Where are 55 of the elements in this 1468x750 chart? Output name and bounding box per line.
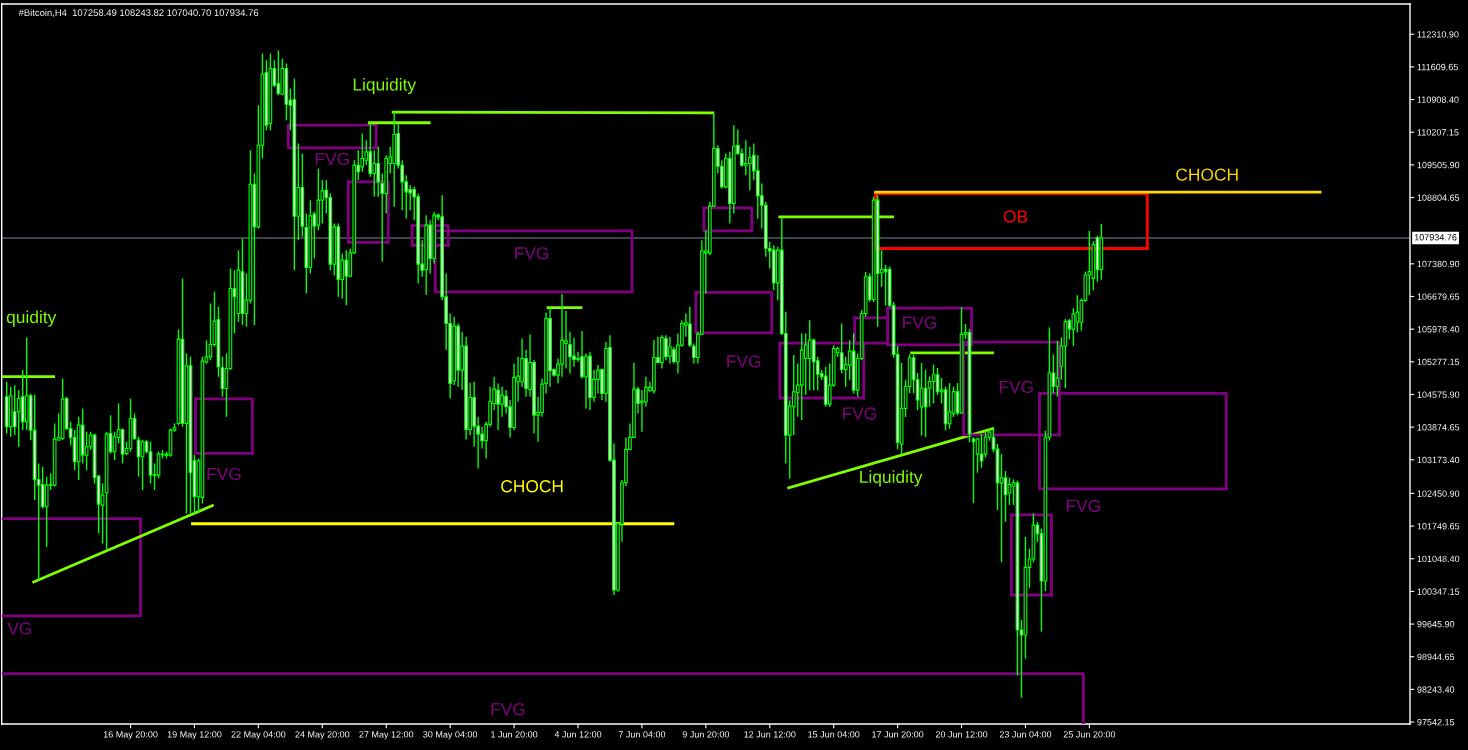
- annotation: CHOCH: [501, 480, 563, 493]
- annotation: FVG: [315, 152, 349, 166]
- y-tick-label: 108804.65: [1417, 194, 1460, 201]
- y-tick-label: 101048.40: [1417, 555, 1460, 563]
- annotation: FVG: [843, 407, 877, 420]
- y-tick-label: 103173.40: [1417, 456, 1460, 464]
- y-tick-label: 105277.15: [1417, 358, 1460, 366]
- annotation: FVG: [903, 316, 937, 329]
- annotation: quidity: [6, 310, 57, 327]
- y-tick-label: 99645.90: [1417, 621, 1455, 628]
- annotation: FVG: [491, 703, 525, 716]
- x-tick-label: 9 Jun 20:00: [682, 731, 730, 738]
- x-tick-label: 19 May 12:00: [167, 731, 222, 740]
- annotation: FVG: [999, 380, 1033, 394]
- x-tick-label: 20 Jun 12:00: [935, 731, 988, 738]
- y-tick-label: 97542.15: [1417, 719, 1455, 726]
- y-tick-label: 112310.90: [1417, 31, 1459, 38]
- y-tick-label: 109505.90: [1417, 161, 1460, 169]
- x-tick-label: 23 Jun 04:00: [999, 731, 1052, 738]
- annotation: VG: [7, 622, 31, 635]
- y-tick-label: 100347.15: [1417, 588, 1460, 595]
- x-tick-label: 7 Jun 04:00: [618, 731, 666, 738]
- x-tick-label: 12 Jun 12:00: [744, 731, 796, 738]
- y-tick-label: 102450.90: [1417, 490, 1460, 497]
- x-tick-label: 22 May 04:00: [231, 731, 286, 740]
- x-tick-label: 4 Jun 12:00: [554, 731, 602, 738]
- x-tick-label: 25 Jun 20:00: [1063, 731, 1116, 738]
- y-tick-label: 110908.40: [1417, 96, 1459, 103]
- y-tick-label: 98944.65: [1417, 653, 1455, 661]
- y-tick-label: 106679.65: [1417, 293, 1460, 300]
- y-tick-label: 110207.15: [1417, 129, 1459, 136]
- chart-title: #Bitcoin,H4 107258.49 108243.82 107040.70 107934.76: [18, 9, 259, 18]
- ref-line-label: 107934.76: [1414, 234, 1457, 241]
- y-tick-label: 111609.65: [1417, 63, 1458, 71]
- y-tick-label: 101749.65: [1417, 523, 1460, 530]
- y-tick-label: 105978.40: [1417, 326, 1460, 333]
- annotation: Liquidity: [353, 77, 417, 95]
- y-tick-label: 103874.65: [1417, 424, 1460, 431]
- y-tick-label: 98243.40: [1417, 686, 1455, 693]
- x-tick-label: 27 May 12:00: [359, 731, 414, 740]
- annotation: CHOCH: [1176, 168, 1238, 181]
- x-tick-label: 15 Jun 04:00: [808, 731, 860, 738]
- annotation: FVG: [207, 467, 241, 481]
- annotation: OB: [1003, 210, 1028, 223]
- annotation: FVG: [1066, 499, 1100, 512]
- y-tick-label: 107380.90: [1417, 260, 1460, 268]
- annotation: FVG: [515, 247, 549, 260]
- x-tick-label: 16 May 20:00: [103, 731, 158, 740]
- y-tick-label: 104575.90: [1417, 391, 1460, 398]
- x-tick-label: 1 Jun 20:00: [491, 731, 538, 738]
- annotation: Liquidity: [860, 470, 923, 487]
- annotation: FVG: [727, 355, 761, 368]
- x-tick-label: 24 May 20:00: [295, 731, 350, 740]
- x-tick-label: 17 Jun 20:00: [872, 731, 924, 738]
- x-tick-label: 30 May 04:00: [423, 731, 478, 740]
